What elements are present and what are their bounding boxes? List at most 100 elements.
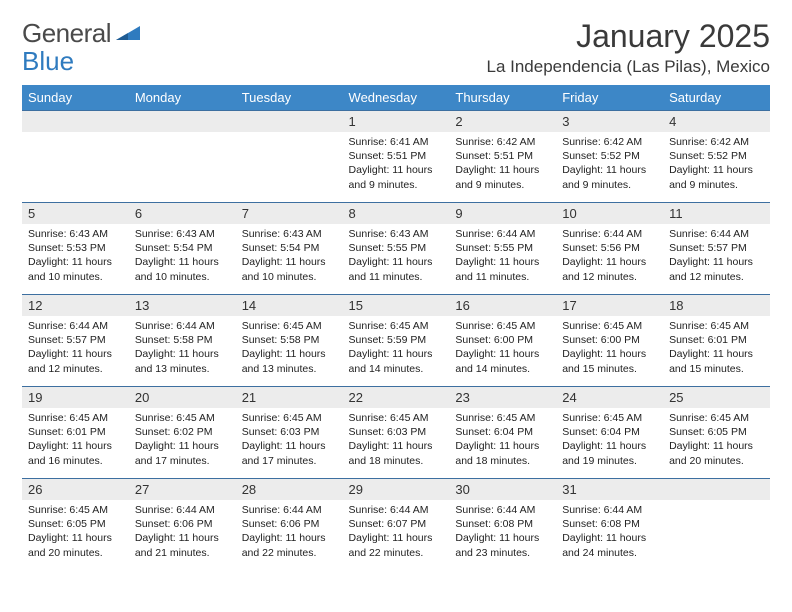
logo-text-general: General	[22, 18, 111, 49]
calendar-cell: 26Sunrise: 6:45 AMSunset: 6:05 PMDayligh…	[22, 479, 129, 571]
cell-body: Sunrise: 6:45 AMSunset: 5:58 PMDaylight:…	[236, 316, 343, 382]
cell-body: Sunrise: 6:43 AMSunset: 5:55 PMDaylight:…	[343, 224, 450, 290]
day-header: Sunday	[22, 85, 129, 111]
cell-body: Sunrise: 6:44 AMSunset: 6:06 PMDaylight:…	[129, 500, 236, 566]
cell-body: Sunrise: 6:45 AMSunset: 6:02 PMDaylight:…	[129, 408, 236, 474]
cell-body: Sunrise: 6:44 AMSunset: 5:55 PMDaylight:…	[449, 224, 556, 290]
day-number: 21	[236, 387, 343, 408]
cell-body: Sunrise: 6:44 AMSunset: 6:08 PMDaylight:…	[556, 500, 663, 566]
calendar-cell: 27Sunrise: 6:44 AMSunset: 6:06 PMDayligh…	[129, 479, 236, 571]
day-header: Friday	[556, 85, 663, 111]
calendar-cell: 20Sunrise: 6:45 AMSunset: 6:02 PMDayligh…	[129, 387, 236, 479]
logo-text-blue: Blue	[22, 46, 74, 77]
calendar-cell: 11Sunrise: 6:44 AMSunset: 5:57 PMDayligh…	[663, 203, 770, 295]
cell-body: Sunrise: 6:44 AMSunset: 6:06 PMDaylight:…	[236, 500, 343, 566]
day-number	[129, 111, 236, 132]
day-number	[236, 111, 343, 132]
header: General January 2025 La Independencia (L…	[22, 18, 770, 77]
calendar-cell: 29Sunrise: 6:44 AMSunset: 6:07 PMDayligh…	[343, 479, 450, 571]
cell-body: Sunrise: 6:45 AMSunset: 6:03 PMDaylight:…	[236, 408, 343, 474]
cell-body: Sunrise: 6:45 AMSunset: 6:00 PMDaylight:…	[449, 316, 556, 382]
logo: General	[22, 18, 142, 49]
calendar-cell: 30Sunrise: 6:44 AMSunset: 6:08 PMDayligh…	[449, 479, 556, 571]
calendar-week-row: 26Sunrise: 6:45 AMSunset: 6:05 PMDayligh…	[22, 479, 770, 571]
day-number: 27	[129, 479, 236, 500]
calendar-cell: 4Sunrise: 6:42 AMSunset: 5:52 PMDaylight…	[663, 111, 770, 203]
cell-body: Sunrise: 6:45 AMSunset: 6:04 PMDaylight:…	[449, 408, 556, 474]
day-number: 9	[449, 203, 556, 224]
calendar-cell: 24Sunrise: 6:45 AMSunset: 6:04 PMDayligh…	[556, 387, 663, 479]
day-number: 25	[663, 387, 770, 408]
day-number: 6	[129, 203, 236, 224]
cell-body: Sunrise: 6:45 AMSunset: 6:04 PMDaylight:…	[556, 408, 663, 474]
day-header: Thursday	[449, 85, 556, 111]
cell-body: Sunrise: 6:42 AMSunset: 5:51 PMDaylight:…	[449, 132, 556, 198]
day-number: 29	[343, 479, 450, 500]
calendar-cell: 18Sunrise: 6:45 AMSunset: 6:01 PMDayligh…	[663, 295, 770, 387]
cell-body: Sunrise: 6:44 AMSunset: 6:07 PMDaylight:…	[343, 500, 450, 566]
day-header: Saturday	[663, 85, 770, 111]
day-number	[22, 111, 129, 132]
day-number: 24	[556, 387, 663, 408]
cell-body: Sunrise: 6:45 AMSunset: 6:03 PMDaylight:…	[343, 408, 450, 474]
cell-body: Sunrise: 6:43 AMSunset: 5:54 PMDaylight:…	[129, 224, 236, 290]
cell-body: Sunrise: 6:44 AMSunset: 5:57 PMDaylight:…	[22, 316, 129, 382]
day-number: 31	[556, 479, 663, 500]
cell-body: Sunrise: 6:43 AMSunset: 5:53 PMDaylight:…	[22, 224, 129, 290]
day-number: 11	[663, 203, 770, 224]
day-header: Monday	[129, 85, 236, 111]
cell-body: Sunrise: 6:44 AMSunset: 6:08 PMDaylight:…	[449, 500, 556, 566]
calendar-week-row: 19Sunrise: 6:45 AMSunset: 6:01 PMDayligh…	[22, 387, 770, 479]
calendar-cell: 9Sunrise: 6:44 AMSunset: 5:55 PMDaylight…	[449, 203, 556, 295]
day-header: Tuesday	[236, 85, 343, 111]
day-number: 1	[343, 111, 450, 132]
cell-body: Sunrise: 6:42 AMSunset: 5:52 PMDaylight:…	[556, 132, 663, 198]
cell-body: Sunrise: 6:42 AMSunset: 5:52 PMDaylight:…	[663, 132, 770, 198]
day-number: 12	[22, 295, 129, 316]
day-number: 7	[236, 203, 343, 224]
cell-body: Sunrise: 6:45 AMSunset: 6:05 PMDaylight:…	[663, 408, 770, 474]
calendar-cell: 14Sunrise: 6:45 AMSunset: 5:58 PMDayligh…	[236, 295, 343, 387]
day-number: 4	[663, 111, 770, 132]
calendar-cell: 13Sunrise: 6:44 AMSunset: 5:58 PMDayligh…	[129, 295, 236, 387]
cell-body	[236, 132, 343, 141]
cell-body: Sunrise: 6:44 AMSunset: 5:56 PMDaylight:…	[556, 224, 663, 290]
calendar-week-row: 5Sunrise: 6:43 AMSunset: 5:53 PMDaylight…	[22, 203, 770, 295]
day-number: 19	[22, 387, 129, 408]
logo-triangle-icon	[114, 24, 142, 44]
day-number: 22	[343, 387, 450, 408]
day-number: 20	[129, 387, 236, 408]
day-number: 14	[236, 295, 343, 316]
calendar-cell: 21Sunrise: 6:45 AMSunset: 6:03 PMDayligh…	[236, 387, 343, 479]
calendar-cell	[22, 111, 129, 203]
day-number: 5	[22, 203, 129, 224]
calendar-cell: 16Sunrise: 6:45 AMSunset: 6:00 PMDayligh…	[449, 295, 556, 387]
day-number: 23	[449, 387, 556, 408]
day-number: 15	[343, 295, 450, 316]
day-number	[663, 479, 770, 500]
cell-body: Sunrise: 6:45 AMSunset: 6:05 PMDaylight:…	[22, 500, 129, 566]
location-text: La Independencia (Las Pilas), Mexico	[487, 57, 771, 77]
cell-body: Sunrise: 6:45 AMSunset: 6:01 PMDaylight:…	[663, 316, 770, 382]
calendar-cell: 19Sunrise: 6:45 AMSunset: 6:01 PMDayligh…	[22, 387, 129, 479]
calendar-cell: 1Sunrise: 6:41 AMSunset: 5:51 PMDaylight…	[343, 111, 450, 203]
calendar-table: SundayMondayTuesdayWednesdayThursdayFrid…	[22, 85, 770, 571]
day-number: 26	[22, 479, 129, 500]
calendar-week-row: 12Sunrise: 6:44 AMSunset: 5:57 PMDayligh…	[22, 295, 770, 387]
calendar-cell: 5Sunrise: 6:43 AMSunset: 5:53 PMDaylight…	[22, 203, 129, 295]
day-number: 18	[663, 295, 770, 316]
cell-body: Sunrise: 6:43 AMSunset: 5:54 PMDaylight:…	[236, 224, 343, 290]
cell-body: Sunrise: 6:45 AMSunset: 5:59 PMDaylight:…	[343, 316, 450, 382]
calendar-cell: 28Sunrise: 6:44 AMSunset: 6:06 PMDayligh…	[236, 479, 343, 571]
day-number: 8	[343, 203, 450, 224]
month-title: January 2025	[487, 18, 771, 55]
day-number: 13	[129, 295, 236, 316]
calendar-cell: 12Sunrise: 6:44 AMSunset: 5:57 PMDayligh…	[22, 295, 129, 387]
calendar-cell	[236, 111, 343, 203]
cell-body	[129, 132, 236, 141]
calendar-cell	[663, 479, 770, 571]
day-number: 3	[556, 111, 663, 132]
cell-body: Sunrise: 6:45 AMSunset: 6:01 PMDaylight:…	[22, 408, 129, 474]
day-number: 2	[449, 111, 556, 132]
calendar-cell: 25Sunrise: 6:45 AMSunset: 6:05 PMDayligh…	[663, 387, 770, 479]
